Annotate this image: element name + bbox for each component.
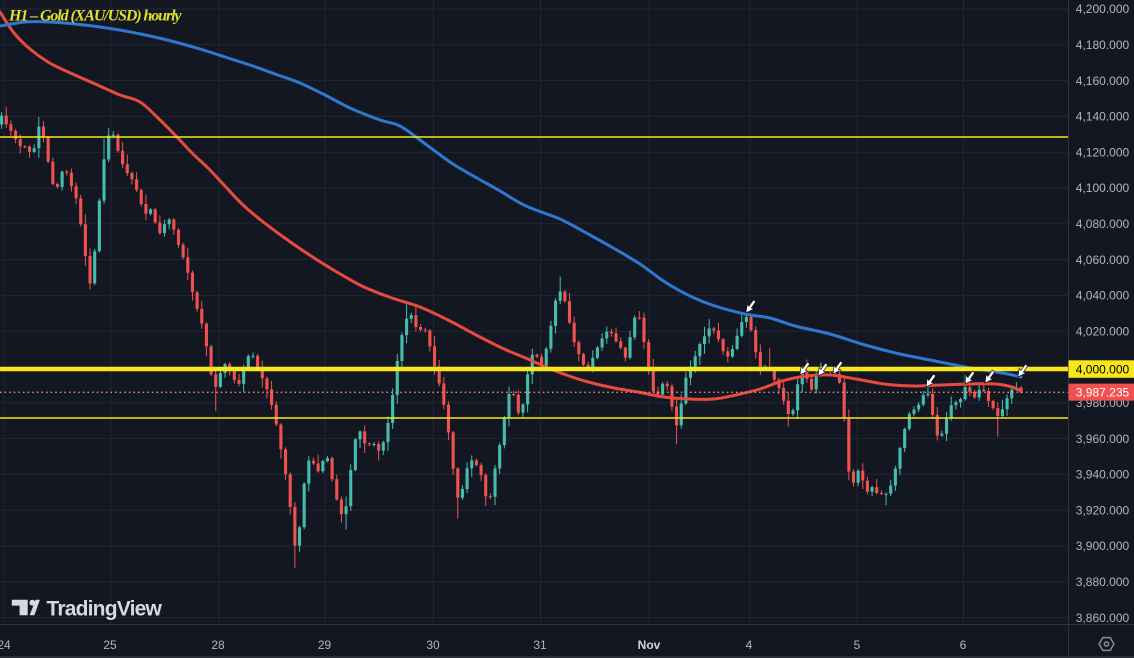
svg-text:30: 30 [426, 638, 440, 652]
svg-text:4,160.000: 4,160.000 [1076, 74, 1130, 88]
svg-text:H1 – Gold (XAU/USD) hourly: H1 – Gold (XAU/USD) hourly [8, 8, 182, 25]
svg-text:4,200.000: 4,200.000 [1076, 2, 1130, 16]
svg-text:5: 5 [854, 638, 861, 652]
svg-text:3,960.000: 3,960.000 [1076, 432, 1130, 446]
svg-text:3,880.000: 3,880.000 [1076, 575, 1130, 589]
svg-text:25: 25 [103, 638, 117, 652]
svg-text:3,920.000: 3,920.000 [1076, 503, 1130, 517]
svg-text:4,060.000: 4,060.000 [1076, 253, 1130, 267]
svg-text:4,120.000: 4,120.000 [1076, 145, 1130, 159]
svg-text:3,987.235: 3,987.235 [1076, 386, 1130, 400]
svg-text:Nov: Nov [638, 638, 661, 652]
svg-text:4,040.000: 4,040.000 [1076, 289, 1130, 303]
svg-text:4,140.000: 4,140.000 [1076, 110, 1130, 124]
svg-text:3,900.000: 3,900.000 [1076, 539, 1130, 553]
svg-text:4,020.000: 4,020.000 [1076, 324, 1130, 338]
svg-text:3,940.000: 3,940.000 [1076, 468, 1130, 482]
svg-text:28: 28 [211, 638, 225, 652]
svg-text:TradingView: TradingView [47, 597, 163, 620]
svg-text:31: 31 [533, 638, 547, 652]
svg-text:4,000.000: 4,000.000 [1076, 362, 1130, 376]
svg-text:4,080.000: 4,080.000 [1076, 217, 1130, 231]
svg-text:4,180.000: 4,180.000 [1076, 38, 1130, 52]
svg-text:4: 4 [746, 638, 753, 652]
svg-text:29: 29 [318, 638, 332, 652]
svg-text:4,100.000: 4,100.000 [1076, 181, 1130, 195]
svg-text:6: 6 [960, 638, 967, 652]
svg-text:24: 24 [0, 638, 11, 652]
svg-text:3,860.000: 3,860.000 [1076, 611, 1130, 625]
